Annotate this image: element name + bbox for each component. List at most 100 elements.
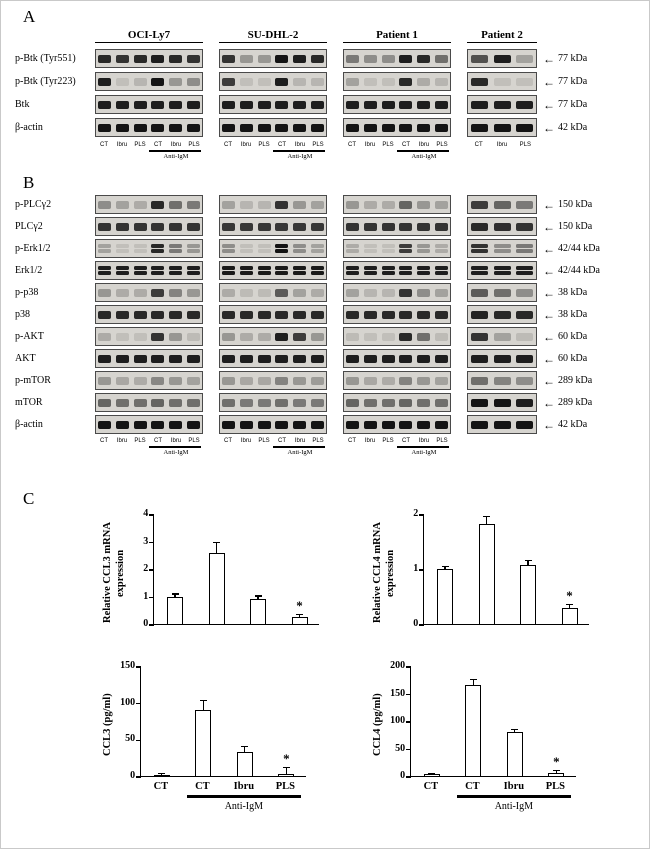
blot-lane [513, 244, 536, 253]
left-arrow-icon: ← [543, 120, 555, 135]
blot-lane [255, 100, 273, 109]
protein-band [381, 332, 395, 341]
blot-lane [167, 354, 185, 363]
protein-band [470, 244, 488, 248]
blot-lane [415, 310, 433, 319]
blot-lane [491, 123, 514, 132]
protein-band [399, 77, 413, 86]
protein-band [346, 54, 360, 63]
blot-lane [238, 77, 256, 86]
blot-lane [379, 77, 397, 86]
blot-lane [432, 54, 450, 63]
protein-band [116, 54, 129, 63]
data-bar [153, 774, 170, 776]
blot-lane [379, 376, 397, 385]
blot-lane [238, 54, 256, 63]
protein-band [222, 77, 236, 86]
panel-b-label: B [23, 173, 35, 192]
protein-band [275, 244, 289, 248]
x-tick-labels: CT CT Ibru PLS [410, 781, 576, 792]
lane-labels: CT Ibru PLS CT Ibru PLS [219, 142, 327, 148]
group-title: Patient 2 [467, 29, 537, 43]
blot-lane [96, 354, 114, 363]
blot-lane [468, 266, 491, 275]
protein-band [346, 100, 360, 109]
protein-band [186, 420, 200, 429]
data-bar [548, 772, 565, 776]
blot-lane [362, 123, 380, 132]
blot-lane [491, 266, 514, 275]
lane-label: Ibru [496, 142, 508, 148]
error-bar [161, 773, 163, 775]
protein-band [364, 54, 377, 63]
protein-band [516, 222, 534, 231]
protein-band [516, 398, 534, 407]
blot-lane [468, 332, 491, 341]
protein-band [133, 398, 147, 407]
protein-band [222, 123, 236, 132]
blot-lane [397, 100, 415, 109]
protein-band [310, 310, 324, 319]
protein-band [116, 123, 129, 132]
blot-lane [96, 376, 114, 385]
protein-band [116, 398, 129, 407]
error-bar-cap [213, 541, 220, 543]
blot-lane [255, 244, 273, 253]
error-bar-cap [511, 728, 519, 730]
blot-image [95, 72, 203, 91]
y-tick-mark [136, 703, 142, 705]
blot-row: p-PLCγ2 ← 150 kDa [9, 195, 645, 214]
protein-label: Erk1/2 [15, 265, 43, 276]
lane-labels-row: CT Ibru PLS CT Ibru PLS Anti-IgM CT Ibru PLS CT Ibr… [9, 437, 645, 459]
protein-band [275, 310, 289, 319]
blot-lane [255, 288, 273, 297]
mw-text: 42 kDa [558, 122, 588, 133]
protein-band [116, 200, 129, 209]
blot-image [467, 195, 537, 214]
anti-igm-label: Anti-IgM [163, 449, 189, 456]
protein-band [186, 100, 200, 109]
protein-band [346, 310, 360, 319]
protein-band [169, 222, 183, 231]
protein-label: p-Btk (Tyr551) [15, 53, 76, 64]
protein-band [493, 222, 511, 231]
blot-lane [255, 266, 273, 275]
protein-band [240, 244, 253, 248]
protein-band [169, 249, 183, 253]
blot-lane [273, 222, 291, 231]
protein-band [346, 354, 360, 363]
blot-lane [184, 398, 202, 407]
protein-band [470, 376, 488, 385]
blot-lane [220, 288, 238, 297]
lane-labels: CT Ibru PLS [467, 142, 537, 148]
group-title: Patient 1 [343, 29, 451, 43]
blot-lane [397, 398, 415, 407]
blot-lane [432, 200, 450, 209]
protein-band [470, 266, 488, 270]
left-arrow-icon: ← [543, 51, 555, 66]
blot-lane [96, 310, 114, 319]
lane-label-cell: CT Ibru PLS CT Ibru PLS Anti-IgM [219, 141, 327, 163]
protein-band [493, 200, 511, 209]
blot-image [95, 327, 203, 346]
protein-band [516, 376, 534, 385]
protein-band [116, 332, 129, 341]
blot-lane [220, 354, 238, 363]
blot-lane [415, 54, 433, 63]
blot-lane [397, 420, 415, 429]
blot-lane [291, 100, 309, 109]
protein-band [493, 420, 511, 429]
protein-band [493, 376, 511, 385]
protein-band [116, 222, 129, 231]
blot-lane [491, 77, 514, 86]
blot-image [467, 371, 537, 390]
protein-band [293, 249, 307, 253]
protein-band [133, 354, 147, 363]
blot-cell [95, 349, 203, 368]
blot-lane [491, 420, 514, 429]
mw-label: ← 42/44 kDa [543, 243, 637, 255]
blot-lane [379, 288, 397, 297]
protein-band [346, 266, 360, 270]
y-axis-label: CCL4 (pg/ml) [372, 693, 383, 757]
blot-image [467, 95, 537, 114]
